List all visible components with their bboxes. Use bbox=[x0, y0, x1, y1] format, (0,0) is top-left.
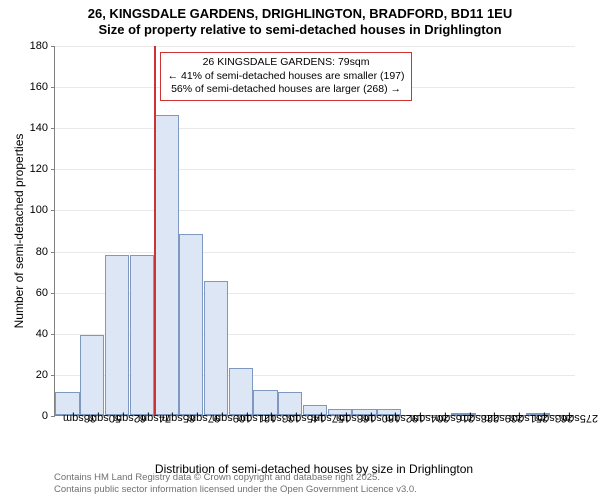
y-tick-label: 20 bbox=[18, 369, 48, 381]
y-tick-label: 80 bbox=[18, 246, 48, 258]
title-line-1: 26, KINGSDALE GARDENS, DRIGHLINGTON, BRA… bbox=[0, 6, 600, 22]
gridline bbox=[55, 46, 575, 47]
gridline bbox=[55, 169, 575, 170]
y-tick-mark bbox=[51, 416, 55, 417]
y-tick-mark bbox=[51, 128, 55, 129]
footer: Contains HM Land Registry data © Crown c… bbox=[54, 472, 417, 496]
y-tick-label: 160 bbox=[18, 81, 48, 93]
gridline bbox=[55, 210, 575, 211]
histogram-bar bbox=[130, 255, 154, 415]
y-tick-label: 100 bbox=[18, 204, 48, 216]
y-tick-label: 120 bbox=[18, 163, 48, 175]
gridline bbox=[55, 128, 575, 129]
y-axis-title: Number of semi-detached properties bbox=[12, 46, 26, 416]
reference-line bbox=[154, 46, 156, 415]
histogram-bar bbox=[229, 368, 253, 415]
y-tick-mark bbox=[51, 334, 55, 335]
footer-line-2: Contains public sector information licen… bbox=[54, 484, 417, 496]
y-tick-label: 60 bbox=[18, 287, 48, 299]
gridline bbox=[55, 252, 575, 253]
plot-region: 38sqm50sqm62sqm74sqm85sqm97sqm109sqm121s… bbox=[54, 46, 574, 416]
y-tick-mark bbox=[51, 293, 55, 294]
annotation-line: 26 KINGSDALE GARDENS: 79sqm bbox=[167, 56, 405, 70]
y-tick-mark bbox=[51, 252, 55, 253]
histogram-bar bbox=[154, 115, 178, 415]
y-tick-label: 40 bbox=[18, 328, 48, 340]
y-tick-mark bbox=[51, 87, 55, 88]
y-tick-mark bbox=[51, 46, 55, 47]
y-tick-label: 180 bbox=[18, 40, 48, 52]
y-tick-label: 140 bbox=[18, 122, 48, 134]
histogram-bar bbox=[179, 234, 203, 415]
annotation-line: 56% of semi-detached houses are larger (… bbox=[167, 83, 405, 97]
y-tick-label: 0 bbox=[18, 410, 48, 422]
y-tick-mark bbox=[51, 210, 55, 211]
footer-line-1: Contains HM Land Registry data © Crown c… bbox=[54, 472, 417, 484]
histogram-bar bbox=[204, 281, 228, 415]
chart-area: 38sqm50sqm62sqm74sqm85sqm97sqm109sqm121s… bbox=[54, 46, 574, 416]
histogram-bar bbox=[80, 335, 104, 415]
y-tick-mark bbox=[51, 375, 55, 376]
histogram-bar bbox=[105, 255, 129, 415]
chart-container: 26, KINGSDALE GARDENS, DRIGHLINGTON, BRA… bbox=[0, 0, 600, 500]
title-block: 26, KINGSDALE GARDENS, DRIGHLINGTON, BRA… bbox=[0, 0, 600, 39]
annotation-box: 26 KINGSDALE GARDENS: 79sqm← 41% of semi… bbox=[160, 52, 412, 101]
annotation-line: ← 41% of semi-detached houses are smalle… bbox=[167, 70, 405, 84]
y-tick-mark bbox=[51, 169, 55, 170]
title-line-2: Size of property relative to semi-detach… bbox=[0, 22, 600, 38]
